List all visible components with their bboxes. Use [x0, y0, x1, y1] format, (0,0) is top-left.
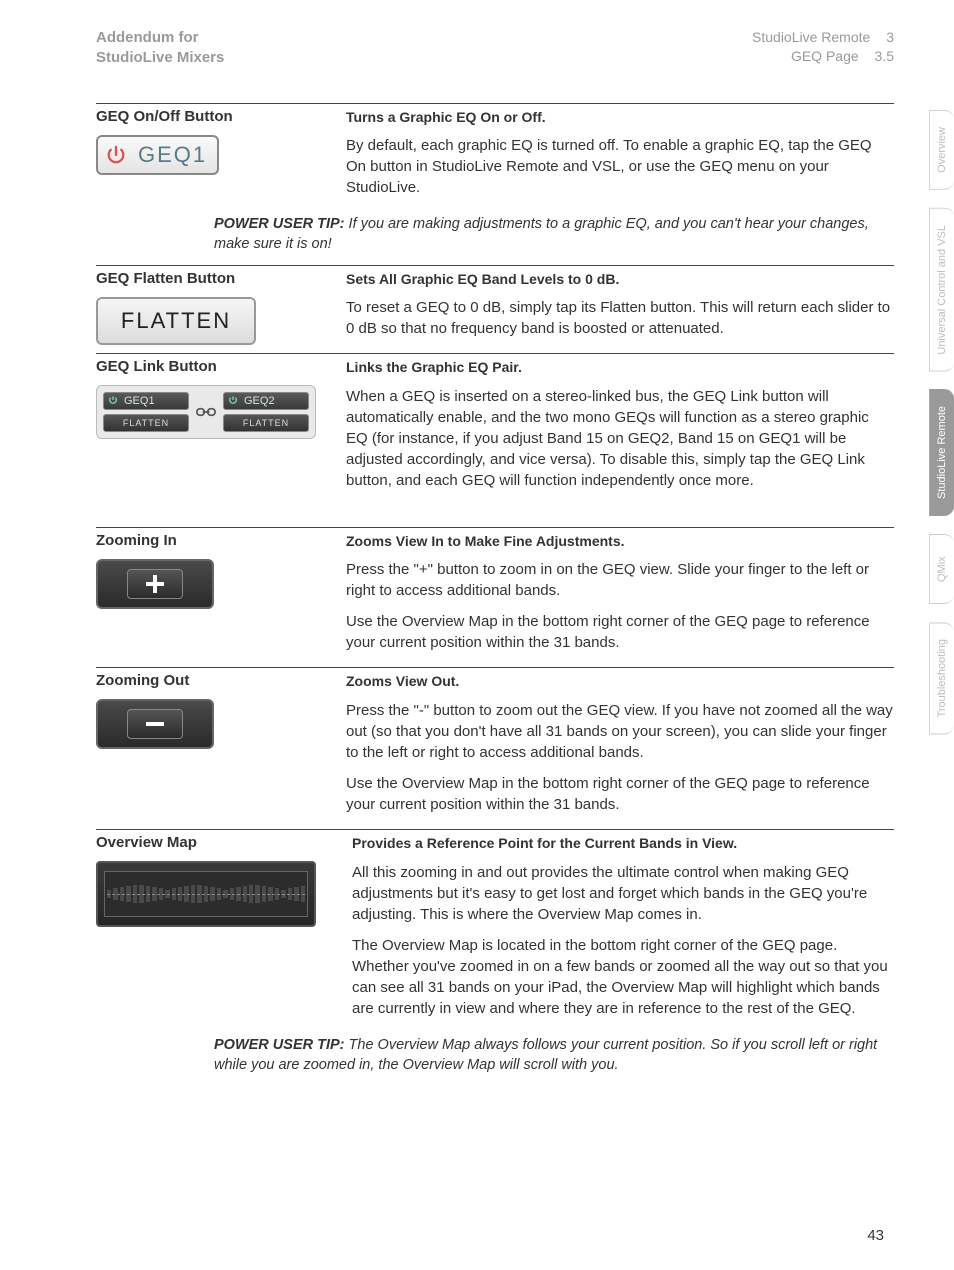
- mini-flatten-1[interactable]: FLATTEN: [103, 414, 189, 432]
- tip2-label: POWER USER TIP:: [214, 1037, 345, 1053]
- section-geq-onoff: GEQ On/Off Button GEQ1 Turns a Graphic E…: [96, 103, 894, 209]
- mini-flatten-2[interactable]: FLATTEN: [223, 414, 309, 432]
- header-right-line1: StudioLive Remote 3: [752, 28, 894, 47]
- header-right: StudioLive Remote 3 GEQ Page 3.5: [752, 28, 894, 69]
- flatten-title: GEQ Flatten Button: [96, 270, 334, 287]
- power-user-tip-1: POWER USER TIP: If you are making adjust…: [214, 214, 894, 255]
- side-tabs: Overview Universal Control and VSL StudioL…: [929, 110, 954, 735]
- geq-onoff-title: GEQ On/Off Button: [96, 108, 334, 125]
- section-overview-map: Overview Map Provides a Reference Point …: [96, 829, 894, 1029]
- overview-map-graphic: [96, 861, 316, 927]
- page-header: Addendum for StudioLive Mixers StudioLiv…: [96, 28, 894, 69]
- link-icon[interactable]: [195, 401, 217, 423]
- link-subtitle: Links the Graphic EQ Pair.: [346, 358, 894, 378]
- section-link: GEQ Link Button GEQ1 FLATTEN: [96, 353, 894, 501]
- link-unit-1: GEQ1 FLATTEN: [103, 392, 189, 432]
- page-number: 43: [867, 1227, 884, 1244]
- header-left: Addendum for StudioLive Mixers: [96, 28, 224, 69]
- zoom-in-title: Zooming In: [96, 532, 334, 549]
- mini-geq1-button[interactable]: GEQ1: [103, 392, 189, 410]
- zoom-in-button[interactable]: [96, 559, 214, 609]
- overview-map-bars: [104, 871, 308, 917]
- header-right-text1: StudioLive Remote: [752, 29, 870, 45]
- header-left-line1: Addendum for: [96, 28, 224, 48]
- overview-map-midline: [107, 894, 305, 895]
- zoom-out-body1: Press the "-" button to zoom out the GEQ…: [346, 700, 894, 763]
- power-icon: [102, 141, 130, 169]
- side-tab[interactable]: Overview: [929, 110, 954, 190]
- tip1-label: POWER USER TIP:: [214, 216, 345, 232]
- side-tab[interactable]: Universal Control and VSL: [929, 208, 954, 372]
- flatten-button[interactable]: FLATTEN: [96, 297, 256, 345]
- header-right-num1: 3: [886, 29, 894, 45]
- power-user-tip-2: POWER USER TIP: The Overview Map always …: [214, 1035, 894, 1076]
- geq1-label: GEQ1: [138, 142, 207, 168]
- power-icon: [228, 395, 240, 407]
- zoom-out-subtitle: Zooms View Out.: [346, 672, 894, 692]
- zoom-in-subtitle: Zooms View In to Make Fine Adjustments.: [346, 532, 894, 552]
- zoom-in-body1: Press the "+" button to zoom in on the G…: [346, 559, 894, 601]
- header-right-num2: 3.5: [875, 48, 894, 64]
- flatten-body: To reset a GEQ to 0 dB, simply tap its F…: [346, 297, 894, 339]
- minus-icon: [127, 709, 183, 739]
- zoom-in-body2: Use the Overview Map in the bottom right…: [346, 611, 894, 653]
- overview-body1: All this zooming in and out provides the…: [352, 862, 894, 925]
- zoom-out-button[interactable]: [96, 699, 214, 749]
- side-tab[interactable]: StudioLive Remote: [929, 389, 954, 516]
- link-unit-2: GEQ2 FLATTEN: [223, 392, 309, 432]
- link-body: When a GEQ is inserted on a stereo-linke…: [346, 386, 894, 491]
- flatten-label: FLATTEN: [121, 308, 231, 334]
- overview-body2: The Overview Map is located in the botto…: [352, 935, 894, 1019]
- mini-geq1-label: GEQ1: [124, 395, 155, 407]
- side-tab[interactable]: QMix: [929, 534, 954, 604]
- mini-geq2-button[interactable]: GEQ2: [223, 392, 309, 410]
- header-right-line2: GEQ Page 3.5: [752, 47, 894, 66]
- flatten-subtitle: Sets All Graphic EQ Band Levels to 0 dB.: [346, 270, 894, 290]
- section-zoom-out: Zooming Out Zooms View Out. Press the "-…: [96, 667, 894, 825]
- section-zoom-in: Zooming In Zooms View In to Make Fine Ad…: [96, 527, 894, 664]
- plus-icon: [127, 569, 183, 599]
- power-icon: [108, 395, 120, 407]
- link-title: GEQ Link Button: [96, 358, 334, 375]
- geq-onoff-body: By default, each graphic EQ is turned of…: [346, 135, 894, 198]
- header-right-text2: GEQ Page: [791, 48, 859, 64]
- side-tab[interactable]: Troubleshooting: [929, 622, 954, 734]
- geq-link-pair: GEQ1 FLATTEN: [96, 385, 316, 439]
- mini-geq2-label: GEQ2: [244, 395, 275, 407]
- overview-subtitle: Provides a Reference Point for the Curre…: [352, 834, 894, 854]
- zoom-out-body2: Use the Overview Map in the bottom right…: [346, 773, 894, 815]
- geq-onoff-subtitle: Turns a Graphic EQ On or Off.: [346, 108, 894, 128]
- header-left-line2: StudioLive Mixers: [96, 48, 224, 68]
- geq1-button[interactable]: GEQ1: [96, 135, 219, 175]
- overview-title: Overview Map: [96, 834, 334, 851]
- zoom-out-title: Zooming Out: [96, 672, 334, 689]
- section-flatten: GEQ Flatten Button FLATTEN Sets All Grap…: [96, 265, 894, 350]
